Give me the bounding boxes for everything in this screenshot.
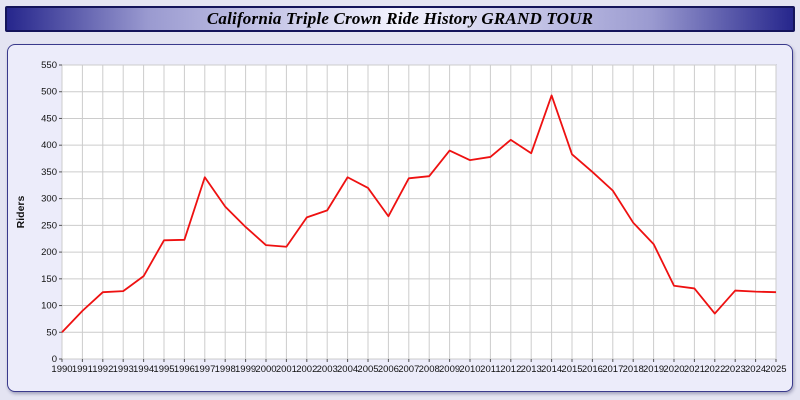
- x-tick-label: 2008: [419, 364, 440, 375]
- x-tick-label: 2023: [725, 364, 746, 375]
- y-tick-label: 150: [41, 274, 57, 285]
- x-tick-label: 1990: [51, 364, 72, 375]
- x-tick-label: 2001: [276, 364, 297, 375]
- x-tick-label: 1995: [153, 364, 174, 375]
- x-tick-label: 2025: [765, 364, 786, 375]
- x-tick-label: 2013: [521, 364, 542, 375]
- x-tick-label: 1996: [174, 364, 195, 375]
- x-tick-label: 2019: [643, 364, 664, 375]
- x-tick-label: 1993: [113, 364, 134, 375]
- y-tick-label: 50: [46, 327, 57, 338]
- x-tick-label: 2006: [378, 364, 399, 375]
- chart-title-bar: California Triple Crown Ride History GRA…: [5, 6, 795, 32]
- x-tick-label: 2000: [255, 364, 276, 375]
- x-tick-label: 2002: [296, 364, 317, 375]
- x-tick-label: 2016: [582, 364, 603, 375]
- x-tick-label: 1994: [133, 364, 154, 375]
- x-tick-label: 2003: [317, 364, 338, 375]
- x-tick-label: 2010: [459, 364, 480, 375]
- x-tick-label: 1992: [92, 364, 113, 375]
- x-tick-label: 2020: [663, 364, 684, 375]
- x-tick-label: 2009: [439, 364, 460, 375]
- x-tick-label: 2004: [337, 364, 358, 375]
- x-tick-label: 2011: [480, 364, 500, 375]
- x-tick-label: 1991: [72, 364, 93, 375]
- x-axis-tick-labels: 1990 1991 1992 1993 1994 1995 1996 1997 1998 1999…: [51, 359, 787, 375]
- x-tick-label: 2007: [398, 364, 419, 375]
- chart-panel: 0 50 100 150 200 250 300 350 400 450 500 550 1990 199…: [7, 44, 793, 392]
- x-tick-label: 2015: [561, 364, 582, 375]
- riders-series-line: [61, 94, 777, 333]
- x-tick-label: 1999: [235, 364, 256, 375]
- x-tick-label: 2012: [500, 364, 521, 375]
- x-tick-label: 1998: [215, 364, 236, 375]
- y-tick-label: 500: [41, 87, 57, 98]
- y-tick-label: 250: [41, 220, 57, 231]
- x-tick-label: 2021: [684, 364, 705, 375]
- y-tick-label: 100: [41, 301, 57, 312]
- plot-area: [61, 64, 777, 360]
- x-tick-label: 2024: [745, 364, 766, 375]
- x-tick-label: 1997: [194, 364, 215, 375]
- y-axis-tick-labels: 0 50 100 150 200 250 300 350 400 450 500 550: [41, 60, 62, 365]
- page-title: California Triple Crown Ride History GRA…: [206, 9, 594, 28]
- y-tick-label: 450: [41, 113, 57, 124]
- y-tick-label: 350: [41, 167, 57, 178]
- y-tick-label: 300: [41, 194, 57, 205]
- y-tick-label: 200: [41, 247, 57, 258]
- x-tick-label: 2017: [602, 364, 623, 375]
- x-tick-label: 2018: [623, 364, 644, 375]
- x-tick-label: 2005: [357, 364, 378, 375]
- x-tick-label: 2022: [704, 364, 725, 375]
- y-tick-label: 0: [52, 354, 57, 365]
- x-tick-label: 2014: [541, 364, 562, 375]
- y-tick-label: 400: [41, 140, 57, 151]
- y-axis-title: Riders: [15, 196, 27, 229]
- y-tick-label: 550: [41, 60, 57, 71]
